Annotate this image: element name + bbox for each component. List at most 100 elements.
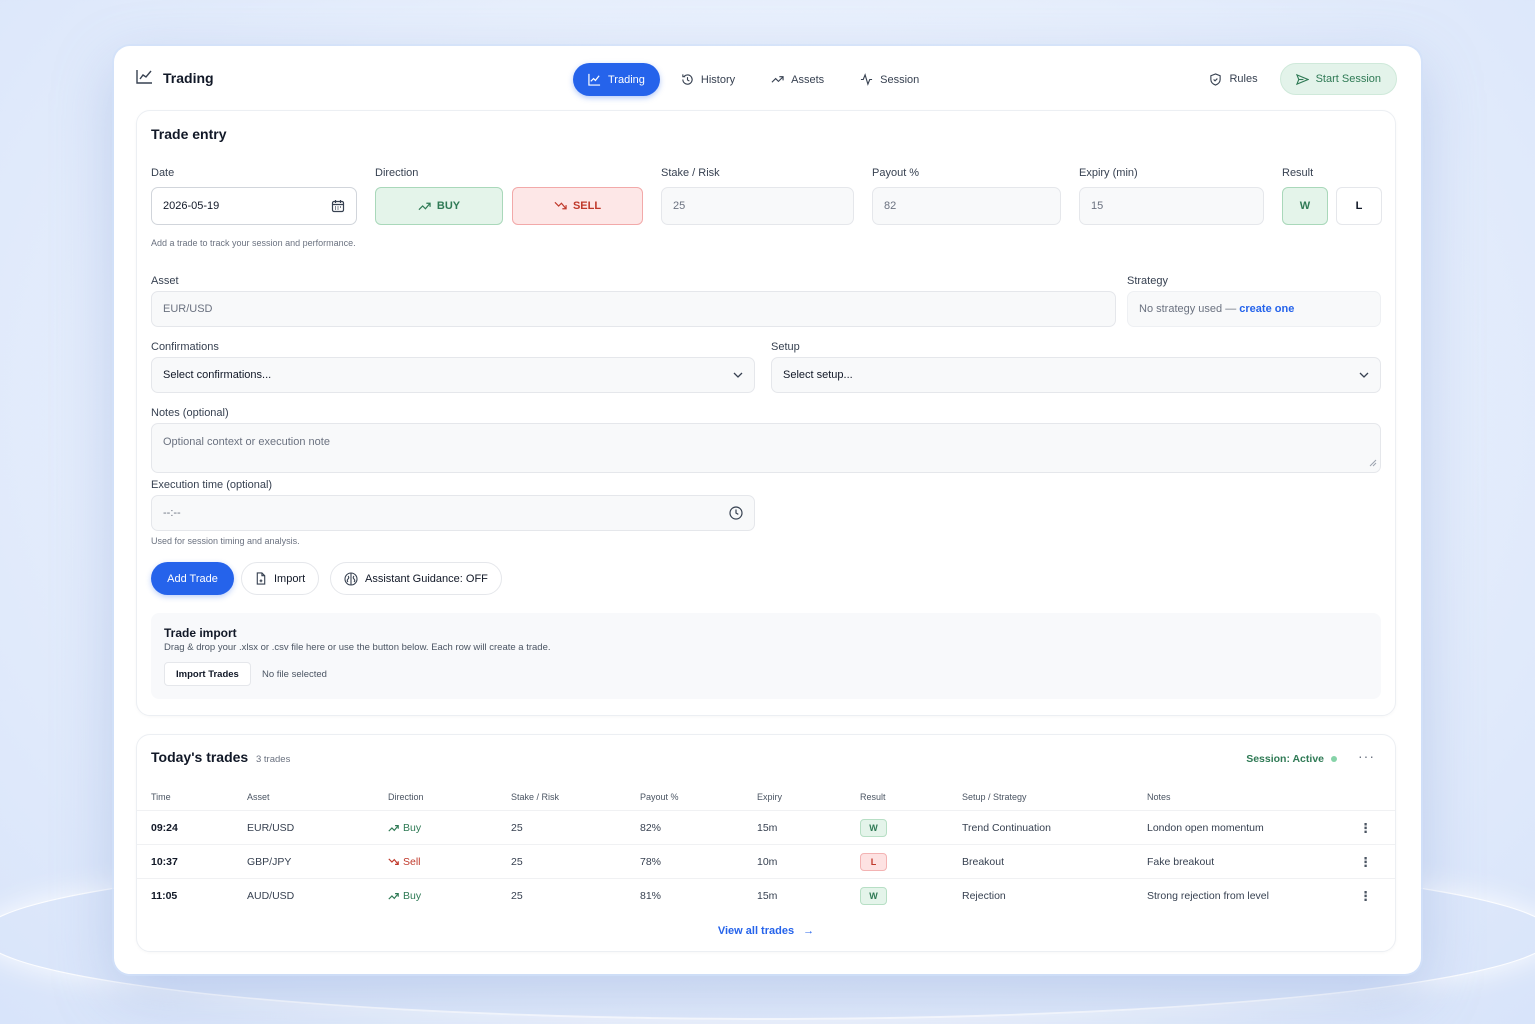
- tab-trading[interactable]: Trading: [573, 63, 660, 96]
- notes-placeholder: Optional context or execution note: [163, 436, 330, 448]
- tab-label: Assets: [791, 73, 825, 86]
- col-payout: Payout %: [640, 792, 679, 802]
- tab-assets[interactable]: Assets: [756, 63, 839, 96]
- expiry-input[interactable]: 15: [1079, 187, 1264, 225]
- tab-label: Trading: [608, 73, 645, 86]
- add-trade-button[interactable]: Add Trade: [151, 562, 234, 595]
- row-menu-icon[interactable]: ⋮: [1359, 854, 1372, 869]
- setup-label: Setup: [771, 341, 800, 353]
- header-actions: Rules Start Session: [1195, 63, 1397, 95]
- col-expiry: Expiry: [757, 792, 783, 802]
- import-button[interactable]: Import: [241, 562, 320, 595]
- execution-time-input[interactable]: --:--: [151, 495, 755, 531]
- trade-import-dropzone[interactable]: Trade import Drag & drop your .xlsx or .…: [151, 613, 1381, 699]
- sell-label: SELL: [572, 200, 602, 212]
- confirmations-placeholder: Select confirmations...: [163, 369, 272, 381]
- direction-text: Sell: [403, 855, 421, 868]
- trend-up-icon: [388, 892, 399, 900]
- result-loss-button[interactable]: L: [1336, 187, 1382, 225]
- cell-setup: Trend Continuation: [962, 821, 1051, 834]
- sell-button[interactable]: SELL: [512, 187, 643, 225]
- payout-input[interactable]: 82: [872, 187, 1061, 225]
- result-win-button[interactable]: W: [1282, 187, 1328, 225]
- rules-label: Rules: [1229, 73, 1258, 85]
- send-icon: [1295, 73, 1309, 85]
- trend-up-icon: [418, 202, 431, 211]
- arrow-right-icon: →: [803, 925, 815, 937]
- asset-label: Asset: [151, 275, 179, 287]
- result-badge: L: [860, 852, 887, 871]
- table-row[interactable]: 10:37 GBP/JPY Sell 25 78% 10m L Breakout…: [137, 844, 1395, 878]
- top-bar: Trading Trading History Assets Session: [114, 46, 1421, 112]
- stake-input[interactable]: 25: [661, 187, 854, 225]
- payout-value: 82: [884, 200, 897, 212]
- trend-down-icon: [554, 201, 567, 210]
- brand: Trading: [136, 69, 214, 87]
- confirmations-label: Confirmations: [151, 341, 219, 353]
- chevron-down-icon: [733, 372, 743, 378]
- col-asset: Asset: [247, 792, 270, 802]
- calendar-icon[interactable]: [331, 199, 345, 213]
- view-all-label: View all trades: [717, 925, 795, 937]
- main-nav: Trading History Assets Session: [573, 63, 934, 96]
- rules-button[interactable]: Rules: [1195, 63, 1271, 95]
- result-badge: W: [860, 818, 887, 837]
- cell-asset: EUR/USD: [247, 821, 295, 834]
- view-all-trades-link[interactable]: View all trades →: [137, 925, 1395, 937]
- cell-result: L: [860, 852, 887, 871]
- tab-history[interactable]: History: [666, 63, 750, 96]
- chart-icon: [136, 69, 153, 87]
- table-row[interactable]: 11:05 AUD/USD Buy 25 81% 15m W Rejection…: [137, 878, 1395, 912]
- setup-placeholder: Select setup...: [783, 369, 853, 381]
- direction-label: Direction: [375, 167, 419, 179]
- cell-direction: Sell: [388, 856, 421, 868]
- row-menu-icon[interactable]: ⋮: [1359, 888, 1372, 903]
- trend-down-icon: [388, 857, 399, 865]
- buy-label: BUY: [436, 200, 461, 212]
- cell-notes: London open momentum: [1147, 821, 1264, 834]
- col-result: Result: [860, 792, 886, 802]
- activity-icon: [861, 73, 873, 86]
- cell-time: 11:05: [151, 889, 178, 902]
- execution-time-label: Execution time (optional): [151, 479, 273, 491]
- cell-direction: Buy: [388, 822, 421, 834]
- create-strategy-link[interactable]: create one: [1239, 303, 1295, 315]
- buy-button[interactable]: BUY: [375, 187, 503, 225]
- trades-count: 3 trades: [256, 754, 291, 765]
- tab-session[interactable]: Session: [845, 63, 934, 96]
- clock-icon[interactable]: [729, 506, 743, 520]
- cell-time: 10:37: [151, 855, 178, 868]
- shield-icon: [1210, 72, 1222, 86]
- file-status: No file selected: [262, 669, 327, 680]
- import-trades-button[interactable]: Import Trades: [164, 662, 251, 686]
- row-menu-icon[interactable]: ⋮: [1359, 820, 1372, 835]
- cell-expiry: 15m: [757, 821, 778, 834]
- tab-label: Session: [880, 73, 920, 86]
- chart-icon: [588, 73, 601, 86]
- cell-payout: 82%: [640, 821, 662, 834]
- assistant-guidance-toggle[interactable]: Assistant Guidance: OFF: [330, 562, 502, 595]
- asset-input[interactable]: EUR/USD: [151, 291, 1116, 327]
- col-setup: Setup / Strategy: [962, 792, 1027, 802]
- trend-icon: [771, 76, 784, 83]
- table-row[interactable]: 09:24 EUR/USD Buy 25 82% 15m W Trend Con…: [137, 810, 1395, 844]
- confirmations-select[interactable]: Select confirmations...: [151, 357, 755, 393]
- start-session-button[interactable]: Start Session: [1279, 63, 1397, 95]
- setup-select[interactable]: Select setup...: [771, 357, 1381, 393]
- cell-setup: Breakout: [962, 855, 1005, 868]
- cell-asset: AUD/USD: [247, 889, 295, 902]
- cell-payout: 78%: [640, 855, 662, 868]
- cell-asset: GBP/JPY: [247, 855, 292, 868]
- cell-notes: Strong rejection from level: [1147, 889, 1269, 902]
- col-stake: Stake / Risk: [511, 792, 560, 802]
- resize-handle-icon[interactable]: [1369, 458, 1377, 470]
- direction-text: Buy: [403, 821, 422, 834]
- more-options-icon[interactable]: ···: [1358, 748, 1375, 764]
- trades-title: Today's trades: [151, 749, 249, 765]
- trade-entry-title: Trade entry: [151, 126, 227, 142]
- notes-textarea[interactable]: Optional context or execution note: [151, 423, 1381, 473]
- date-input[interactable]: 2026-05-19: [151, 187, 357, 225]
- notes-label: Notes (optional): [151, 407, 229, 419]
- import-label: Import: [274, 572, 306, 585]
- cell-result: W: [860, 818, 887, 837]
